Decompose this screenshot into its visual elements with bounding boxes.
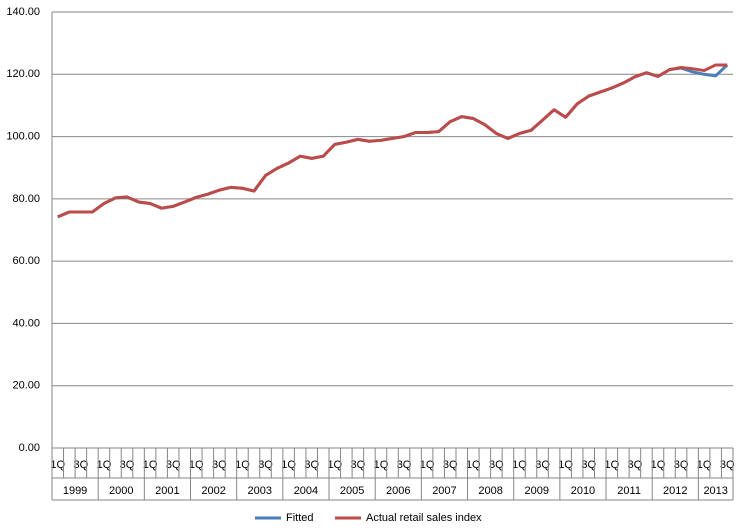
x-tick-label: 1Q <box>189 459 204 471</box>
x-tick-label: 1Q <box>327 459 342 471</box>
x-tick-label: 3Q <box>120 459 135 471</box>
x-tick-label: 3Q <box>304 459 319 471</box>
year-label: 2013 <box>703 485 727 497</box>
year-label: 2012 <box>663 485 687 497</box>
year-label: 2005 <box>340 485 364 497</box>
x-tick-label: 1Q <box>651 459 666 471</box>
x-tick-label: 3Q <box>535 459 550 471</box>
year-label: 2011 <box>617 485 641 497</box>
y-tick-label: 120.00 <box>6 68 40 80</box>
year-label: 2007 <box>432 485 456 497</box>
x-tick-label: 3Q <box>74 459 89 471</box>
x-tick-label: 3Q <box>258 459 273 471</box>
x-tick-label: 3Q <box>212 459 227 471</box>
x-tick-label: 1Q <box>558 459 573 471</box>
y-tick-label: 140.00 <box>6 6 40 18</box>
x-tick-label: 3Q <box>628 459 643 471</box>
year-label: 2006 <box>386 485 410 497</box>
series-line <box>57 63 728 219</box>
year-label: 2003 <box>248 485 272 497</box>
y-tick-label: 40.00 <box>12 317 40 329</box>
year-label: 2002 <box>201 485 225 497</box>
x-tick-label: 1Q <box>235 459 250 471</box>
year-label: 2001 <box>155 485 179 497</box>
year-label: 2000 <box>109 485 133 497</box>
x-tick-label: 3Q <box>351 459 366 471</box>
y-tick-label: 100.00 <box>6 130 40 142</box>
legend-label: Actual retail sales index <box>366 512 482 524</box>
y-tick-label: 0.00 <box>19 442 40 454</box>
x-tick-label: 1Q <box>512 459 527 471</box>
x-tick-label: 1Q <box>420 459 435 471</box>
x-tick-label: 3Q <box>489 459 504 471</box>
x-tick-label: 1Q <box>97 459 112 471</box>
x-tick-label: 3Q <box>581 459 596 471</box>
x-tick-label: 1Q <box>374 459 389 471</box>
y-tick-label: 60.00 <box>12 255 40 267</box>
year-label: 2009 <box>525 485 549 497</box>
year-label: 2004 <box>294 485 318 497</box>
x-tick-label: 3Q <box>443 459 458 471</box>
year-label: 2008 <box>478 485 502 497</box>
x-tick-label: 1Q <box>143 459 158 471</box>
series-line <box>57 63 729 219</box>
y-tick-label: 20.00 <box>12 380 40 392</box>
x-tick-label: 1Q <box>281 459 296 471</box>
x-tick-label: 3Q <box>720 459 735 471</box>
x-tick-label: 1Q <box>50 459 65 471</box>
x-tick-label: 3Q <box>397 459 412 471</box>
year-label: 2010 <box>571 485 595 497</box>
x-tick-label: 1Q <box>604 459 619 471</box>
x-tick-label: 3Q <box>674 459 689 471</box>
x-tick-label: 3Q <box>166 459 181 471</box>
x-tick-label: 1Q <box>466 459 481 471</box>
legend-label: Fitted <box>286 512 314 524</box>
y-tick-label: 80.00 <box>12 193 40 205</box>
year-label: 1999 <box>63 485 87 497</box>
x-tick-label: 1Q <box>697 459 712 471</box>
